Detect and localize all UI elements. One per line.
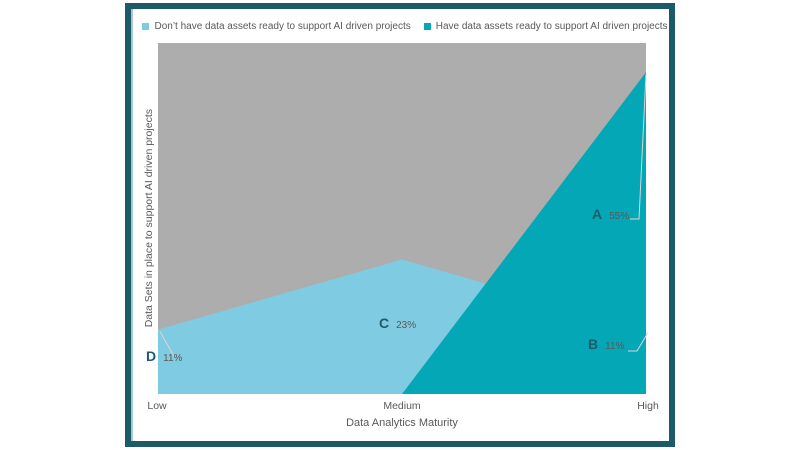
legend-item-have: Have data assets ready to support AI dri… bbox=[423, 21, 668, 32]
annotation-b-value: 11% bbox=[605, 341, 625, 352]
annotation-a-value: 55% bbox=[609, 211, 630, 222]
area-have-data-assets bbox=[158, 72, 646, 394]
legend-label-have: Have data assets ready to support AI dri… bbox=[435, 21, 668, 32]
annotation-d-letter: D bbox=[146, 348, 157, 364]
annotation-c-value: 23% bbox=[396, 320, 417, 331]
annotation-c-letter: C bbox=[379, 315, 390, 331]
annotation-a-letter: A bbox=[592, 206, 603, 222]
x-tick-high: High bbox=[637, 400, 659, 412]
legend-item-dont-have: Don’t have data assets ready to support … bbox=[142, 21, 411, 32]
legend: Don’t have data assets ready to support … bbox=[140, 21, 670, 32]
annotation-d: D 11% bbox=[146, 348, 183, 364]
legend-label-dont-have: Don’t have data assets ready to support … bbox=[154, 21, 411, 32]
x-tick-low: Low bbox=[147, 400, 167, 412]
legend-swatch-dont-have-icon bbox=[142, 23, 150, 30]
legend-swatch-have-icon bbox=[423, 23, 431, 30]
annotation-c: C 23% bbox=[379, 315, 417, 331]
leader-line-a bbox=[630, 74, 647, 220]
annotation-d-value: 11% bbox=[163, 353, 183, 364]
y-axis-title: Data Sets in place to support AI driven … bbox=[142, 109, 155, 328]
x-axis-title: Data Analytics Maturity bbox=[346, 417, 458, 429]
annotation-a: A 55% bbox=[592, 206, 630, 222]
annotation-b-letter: B bbox=[588, 336, 599, 352]
leader-line-b bbox=[628, 332, 649, 352]
annotation-b: B 11% bbox=[588, 336, 625, 352]
x-tick-medium: Medium bbox=[383, 400, 421, 412]
leader-line-d bbox=[159, 331, 176, 359]
